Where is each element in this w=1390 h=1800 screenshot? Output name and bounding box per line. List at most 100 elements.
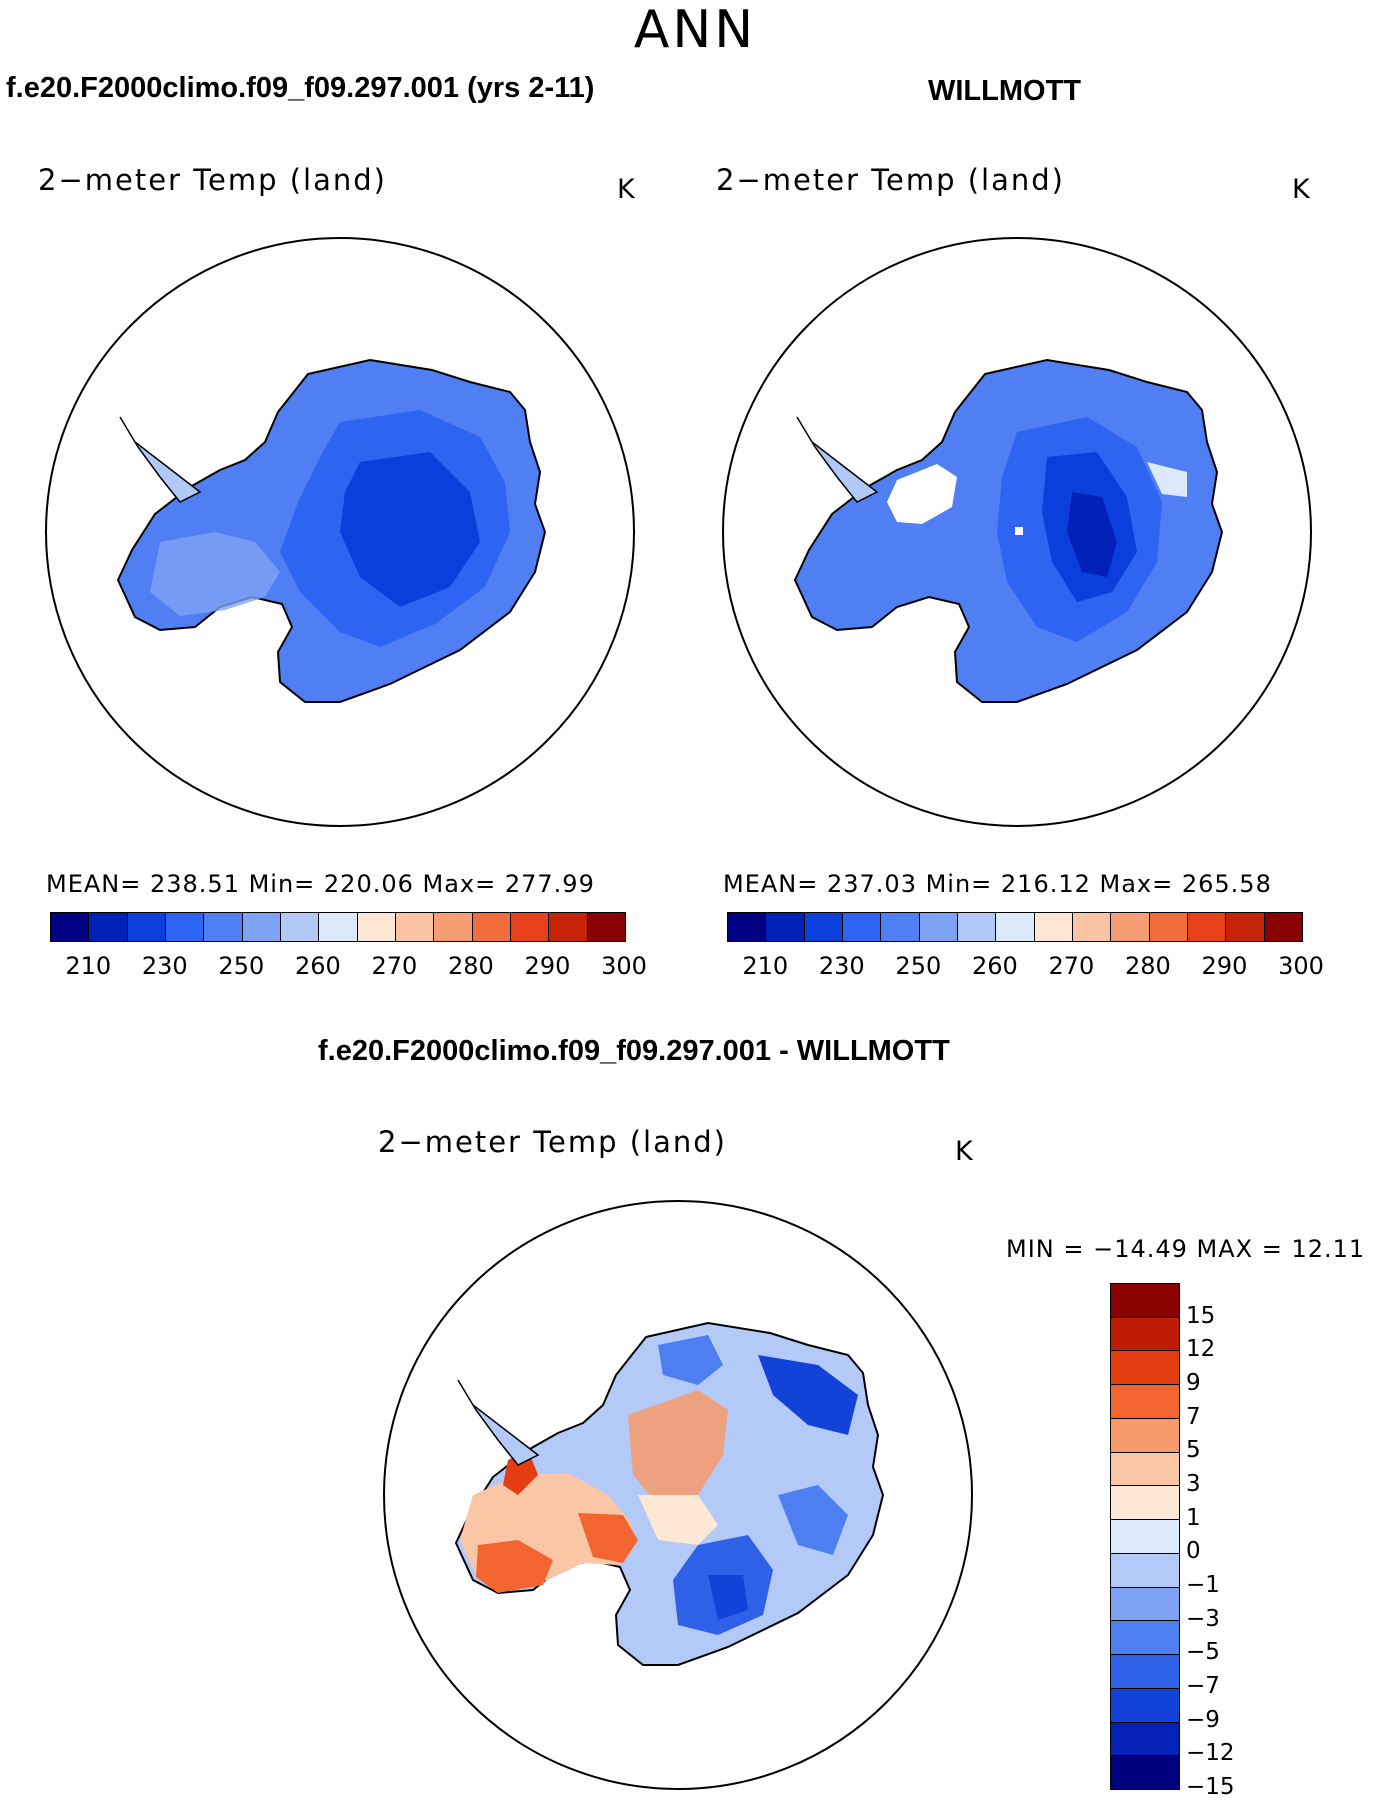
obs-colorbar-swatch: [766, 913, 805, 941]
diff-colorbar-swatch: [1111, 1452, 1179, 1487]
obs-colorbar-tick-label: 280: [1125, 952, 1171, 980]
diff-colorbar-swatch: [1111, 1418, 1179, 1453]
model-colorbar-swatch: [165, 913, 205, 941]
model-colorbar-tick-label: 210: [65, 952, 112, 980]
obs-colorbar-swatch: [1111, 913, 1150, 941]
diff-colorbar-tick-label: 3: [1186, 1471, 1201, 1497]
obs-colorbar-swatch: [996, 913, 1035, 941]
model-colorbar: [50, 912, 626, 942]
diff-colorbar-swatch: [1111, 1722, 1179, 1757]
model-colorbar-tick-label: 280: [448, 952, 494, 980]
diff-colorbar-swatch: [1111, 1486, 1179, 1521]
model-colorbar-tick-label: 250: [218, 952, 265, 980]
model-antarctica-field: [116, 358, 547, 703]
model-colorbar-swatch: [357, 913, 396, 941]
diff-colorbar-swatch: [1111, 1520, 1179, 1554]
model-colorbar-swatch: [204, 913, 243, 941]
diff-units-label: K: [955, 1136, 973, 1167]
obs-colorbar-tick-label: 260: [971, 952, 1018, 980]
model-colorbar-swatch: [89, 913, 128, 941]
obs-colorbar-swatch: [881, 913, 920, 941]
model-colorbar-swatch: [434, 913, 473, 941]
obs-colorbar-swatch: [1072, 913, 1112, 941]
diff-colorbar-swatch: [1111, 1317, 1179, 1352]
obs-colorbar-swatch: [1187, 913, 1227, 941]
model-colorbar-tick-label: 270: [371, 952, 418, 980]
diff-colorbar-tick-label: −1: [1186, 1572, 1220, 1598]
obs-colorbar-swatch: [1149, 913, 1188, 941]
obs-units-label: K: [1292, 174, 1310, 205]
diff-colorbar-tick-label: 0: [1186, 1538, 1201, 1565]
obs-colorbar-swatch: [957, 913, 997, 941]
model-stats: MEAN= 238.51 Min= 220.06 Max= 277.99: [46, 870, 595, 898]
diff-colorbar-swatch: [1111, 1621, 1179, 1656]
model-case-title: f.e20.F2000climo.f09_f09.297.001 (yrs 2-…: [6, 72, 595, 104]
obs-antarctica-field: [793, 358, 1224, 703]
model-colorbar-tick-label: 230: [141, 952, 188, 980]
obs-colorbar-tick-label: 290: [1201, 952, 1248, 980]
obs-colorbar: [727, 912, 1303, 942]
diff-colorbar-tick-label: 1: [1186, 1504, 1201, 1531]
model-units-label: K: [617, 174, 635, 205]
model-colorbar-tick-label: 290: [524, 952, 571, 980]
diff-colorbar-swatch: [1111, 1688, 1179, 1723]
model-polar-map: [45, 237, 635, 827]
model-colorbar-swatch: [51, 913, 90, 941]
model-colorbar-swatch: [395, 913, 435, 941]
model-colorbar-swatch: [472, 913, 511, 941]
diff-variable-label: 2−meter Temp (land): [378, 1125, 727, 1159]
model-colorbar-swatch: [510, 913, 550, 941]
diff-colorbar-tick-label: −12: [1186, 1740, 1235, 1767]
obs-variable-label: 2−meter Temp (land): [716, 163, 1065, 197]
obs-case-title: WILLMOTT: [928, 75, 1082, 107]
model-colorbar-swatch: [280, 913, 320, 941]
diff-colorbar-tick-label: 7: [1186, 1403, 1201, 1430]
diff-colorbar-tick-label: −3: [1186, 1605, 1220, 1632]
diff-colorbar-tick-label: 15: [1186, 1302, 1216, 1329]
model-variable-label: 2−meter Temp (land): [38, 163, 387, 197]
model-colorbar-swatch: [319, 913, 358, 941]
obs-colorbar-swatch: [1034, 913, 1073, 941]
obs-colorbar-swatch: [919, 913, 958, 941]
obs-colorbar-swatch: [1264, 913, 1302, 941]
obs-colorbar-tick-label: 270: [1048, 952, 1095, 980]
obs-colorbar-swatch: [804, 913, 843, 941]
model-colorbar-swatch: [549, 913, 588, 941]
diff-colorbar-swatch: [1111, 1284, 1179, 1318]
obs-colorbar-tick-label: 230: [818, 952, 865, 980]
model-colorbar-swatch: [587, 913, 625, 941]
diff-colorbar-tick-label: −15: [1186, 1774, 1235, 1800]
diff-colorbar-tick-label: −7: [1186, 1673, 1220, 1699]
obs-colorbar-ticks: 210 230 250 260 270 280 290 300: [727, 952, 1324, 982]
obs-colorbar-swatch: [728, 913, 767, 941]
model-colorbar-tick-label: 260: [294, 952, 341, 980]
diff-stats: MIN = −14.49 MAX = 12.11: [1006, 1235, 1366, 1263]
diff-colorbar-swatch: [1111, 1385, 1179, 1419]
diff-colorbar-tick-label: 5: [1186, 1437, 1201, 1464]
diff-colorbar-tick-label: −5: [1186, 1639, 1220, 1666]
diff-antarctica-field: [454, 1321, 885, 1666]
diff-colorbar-swatch: [1111, 1587, 1179, 1622]
obs-colorbar-swatch: [1226, 913, 1265, 941]
model-colorbar-swatch: [127, 913, 166, 941]
diff-case-title: f.e20.F2000climo.f09_f09.297.001 - WILLM…: [318, 1035, 950, 1067]
diff-colorbar-swatch: [1111, 1655, 1179, 1689]
diff-polar-map: [383, 1200, 973, 1790]
diff-colorbar-tick-label: 9: [1186, 1370, 1201, 1396]
diff-colorbar: [1110, 1283, 1180, 1790]
diff-colorbar-tick-label: 12: [1186, 1336, 1216, 1363]
obs-colorbar-tick-label: 210: [742, 952, 789, 980]
diff-colorbar-swatch: [1111, 1756, 1179, 1790]
diff-colorbar-ticks: 15 12 9 7 5 3 1 0 −1 −3 −5 −7 −9 −12 −15: [1186, 1283, 1306, 1800]
figure-title: ANN: [633, 0, 757, 60]
model-colorbar-ticks: 210 230 250 260 270 280 290 300: [50, 952, 647, 982]
obs-colorbar-tick-label: 250: [895, 952, 942, 980]
obs-colorbar-tick-label: 300: [1278, 952, 1324, 980]
diff-colorbar-swatch: [1111, 1351, 1179, 1386]
diff-colorbar-tick-label: −9: [1186, 1706, 1220, 1733]
diff-colorbar-swatch: [1111, 1553, 1179, 1588]
obs-colorbar-swatch: [842, 913, 882, 941]
obs-stats: MEAN= 237.03 Min= 216.12 Max= 265.58: [723, 870, 1272, 898]
model-colorbar-tick-label: 300: [601, 952, 647, 980]
obs-polar-map: [722, 237, 1312, 827]
